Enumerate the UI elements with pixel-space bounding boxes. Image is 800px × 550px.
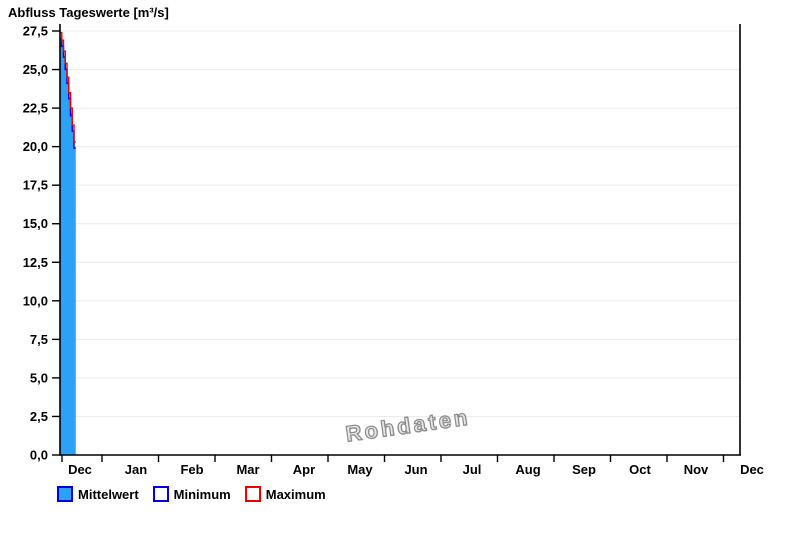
- x-tick-label: Feb: [180, 462, 203, 477]
- y-tick-label: 20,0: [23, 139, 48, 154]
- y-tick-label: 0,0: [30, 448, 48, 463]
- y-tick-label: 25,0: [23, 62, 48, 77]
- chart-title: Abfluss Tageswerte [m³/s]: [8, 5, 169, 20]
- y-tick-label: 12,5: [23, 255, 48, 270]
- y-tick-label: 27,5: [23, 24, 48, 39]
- legend-item-mittelwert: Mittelwert: [57, 486, 139, 502]
- legend: Mittelwert Minimum Maximum: [57, 486, 326, 502]
- series-line-maximum: [60, 31, 76, 143]
- y-tick-label: 7,5: [30, 332, 48, 347]
- x-tick-label: Sep: [572, 462, 596, 477]
- x-tick-label: Dec: [740, 462, 764, 477]
- maximum-swatch-icon: [244, 486, 261, 502]
- y-tick-label: 15,0: [23, 216, 48, 231]
- y-tick-label: 17,5: [23, 178, 48, 193]
- x-tick-label: Oct: [629, 462, 651, 477]
- x-tick-label: Dec: [68, 462, 92, 477]
- y-tick-label: 2,5: [30, 409, 48, 424]
- x-tick-label: Apr: [293, 462, 315, 477]
- legend-item-minimum: Minimum: [152, 486, 231, 502]
- x-tick-label: Jul: [463, 462, 482, 477]
- x-tick-label: Jan: [125, 462, 147, 477]
- legend-label-maximum: Maximum: [265, 486, 326, 502]
- legend-label-mittelwert: Mittelwert: [78, 486, 139, 502]
- x-tick-label: Mar: [236, 462, 259, 477]
- x-tick-label: May: [347, 462, 373, 477]
- legend-item-maximum: Maximum: [244, 486, 326, 502]
- x-tick-label: Jun: [404, 462, 427, 477]
- mittelwert-swatch-icon: [57, 486, 73, 502]
- x-tick-label: Aug: [515, 462, 540, 477]
- y-tick-label: 10,0: [23, 293, 48, 308]
- minimum-swatch-icon: [152, 486, 169, 502]
- y-tick-label: 5,0: [30, 370, 48, 385]
- legend-label-minimum: Minimum: [173, 486, 231, 502]
- series-area-mittelwert: [60, 37, 76, 456]
- x-tick-label: Nov: [684, 462, 709, 477]
- y-tick-label: 22,5: [23, 101, 48, 116]
